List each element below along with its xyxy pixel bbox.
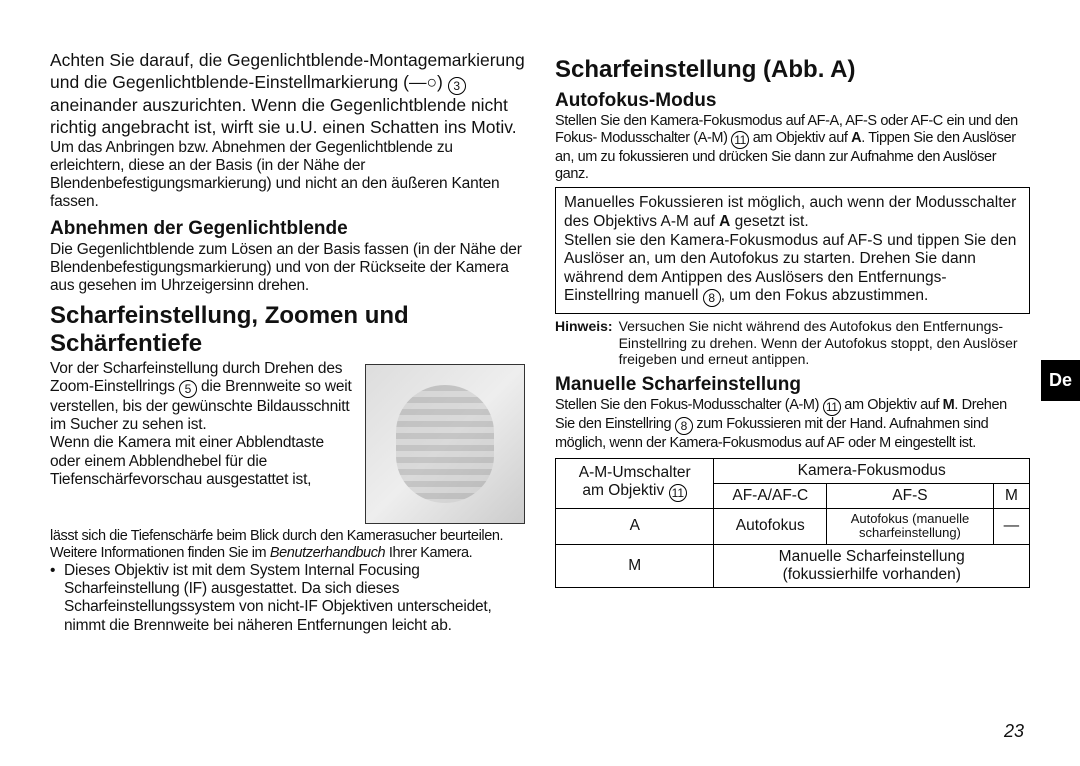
- focus-mode-table: A-M-Umschalter am Objektiv 11 Kamera-Fok…: [555, 458, 1030, 588]
- paragraph-handling: Um das Anbringen bzw. Abnehmen der Gegen…: [50, 139, 525, 212]
- page-number: 23: [1004, 721, 1024, 742]
- paragraph-manual-focus: Stellen Sie den Fokus-Modusschalter (A-M…: [555, 397, 1030, 452]
- th-camera-mode: Kamera-Fokusmodus: [714, 458, 1030, 483]
- heading-focus-zoom: Scharfeinstellung, Zoomen und Schärfenti…: [50, 302, 525, 358]
- ref-circle-11a: 11: [731, 131, 749, 149]
- th-afs: AF-S: [827, 483, 994, 508]
- bullet-if-system: Dieses Objektiv ist mit dem System Inter…: [64, 562, 525, 635]
- ref-circle-3: 3: [448, 77, 466, 95]
- paragraph-dof-judge: lässt sich die Tiefenschärfe beim Blick …: [50, 528, 525, 562]
- left-column: Achten Sie darauf, die Gegenlichtblende-…: [50, 50, 525, 635]
- ref-circle-11b: 11: [823, 398, 841, 416]
- heading-focus-abb-a: Scharfeinstellung (Abb. A): [555, 56, 1030, 84]
- row-a-afs: Autofokus (manuellescharfeinstellung): [827, 508, 994, 544]
- row-m-label: M: [556, 544, 714, 587]
- paragraph-remove-hood: Die Gegenlichtblende zum Lösen an der Ba…: [50, 241, 525, 296]
- ref-circle-8b: 8: [675, 417, 693, 435]
- th-am-switch: A-M-Umschalter am Objektiv 11: [556, 458, 714, 508]
- row-a-label: A: [556, 508, 714, 544]
- hinweis-label: Hinweis:: [555, 318, 613, 368]
- paragraph-align-marks: Achten Sie darauf, die Gegenlichtblende-…: [50, 50, 525, 139]
- ref-circle-11c: 11: [669, 484, 687, 502]
- hinweis-row: Hinweis: Versuchen Sie nicht während des…: [555, 318, 1030, 368]
- paragraph-autofocus: Stellen Sie den Kamera-Fokusmodus auf AF…: [555, 113, 1030, 183]
- heading-autofocus: Autofokus-Modus: [555, 90, 1030, 112]
- row-a-afa: Autofokus: [714, 508, 827, 544]
- right-column: Scharfeinstellung (Abb. A) Autofokus-Mod…: [555, 50, 1030, 635]
- hinweis-text: Versuchen Sie nicht während des Autofoku…: [619, 318, 1030, 368]
- row-m-all: Manuelle Scharfeinstellung(fokussierhilf…: [714, 544, 1030, 587]
- lens-illustration: [365, 364, 525, 524]
- row-a-m: —: [993, 508, 1029, 544]
- language-tab: De: [1041, 360, 1080, 401]
- manual-focus-note-box: Manuelles Fokussieren ist möglich, auch …: [555, 187, 1030, 314]
- ref-circle-5: 5: [179, 380, 197, 398]
- zoom-block: Vor der Scharfeinstellung durch Drehen d…: [50, 360, 525, 490]
- ref-circle-8a: 8: [703, 289, 721, 307]
- heading-remove-hood: Abnehmen der Gegenlichtblende: [50, 218, 525, 240]
- bullet-list: Dieses Objektiv ist mit dem System Inter…: [50, 562, 525, 635]
- th-afa-afc: AF-A/AF-C: [714, 483, 827, 508]
- heading-manual-focus: Manuelle Scharfeinstellung: [555, 374, 1030, 396]
- th-m: M: [993, 483, 1029, 508]
